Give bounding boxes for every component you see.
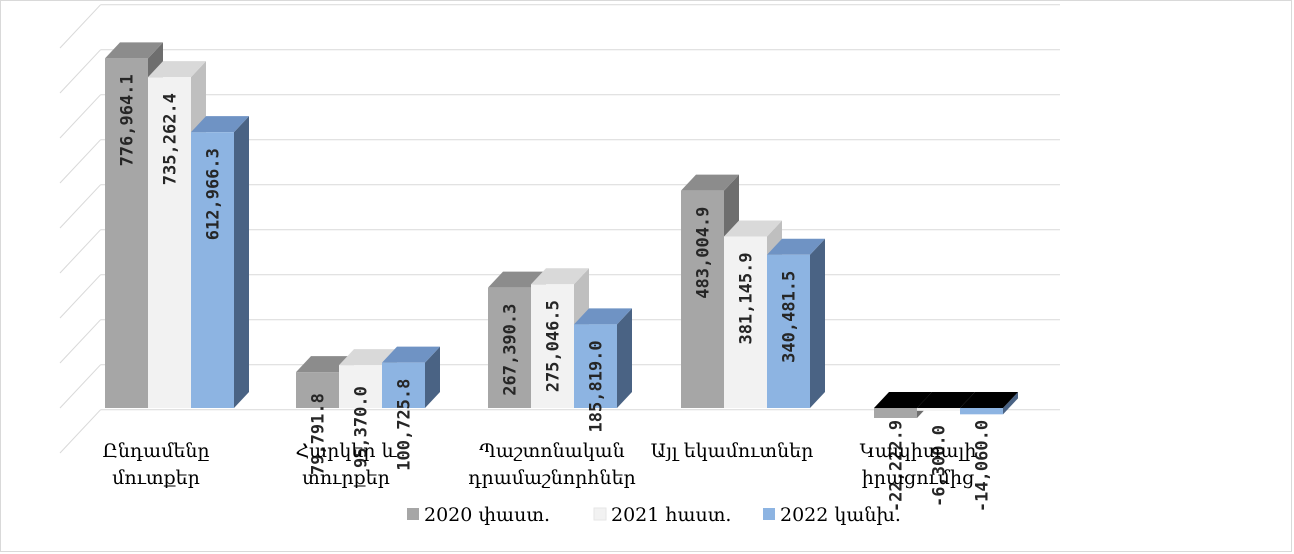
data-label: 275,046.5 (544, 300, 564, 392)
legend-swatch (593, 507, 607, 521)
gridline-stub (59, 274, 101, 319)
category-label-line: Այլ եկամուտներ (651, 440, 814, 462)
gridline-stub (59, 49, 101, 94)
category-label-line: Հարկեր և (295, 440, 397, 462)
bar-top (339, 349, 397, 366)
bar-top (488, 271, 546, 288)
category-label-line: դրամաշնորհներ (468, 467, 635, 489)
gridline-stub (59, 139, 101, 184)
bar (874, 408, 917, 419)
category-label-line: իրացումից (862, 467, 975, 489)
bar (681, 190, 724, 408)
bar (339, 365, 382, 408)
bar-top (767, 238, 825, 255)
data-label: 100,725.8 (395, 379, 415, 471)
bar-top (105, 42, 163, 59)
data-label: 483,004.9 (694, 207, 714, 299)
category-label-line: Ընդամենը (102, 440, 209, 462)
bar-top (874, 392, 932, 408)
legend-label: 2021 հաստ. (611, 504, 731, 526)
bar-top (681, 174, 739, 191)
gridline-stub (59, 319, 101, 364)
data-label: 381,145.9 (737, 252, 757, 344)
bar (105, 58, 148, 409)
legend-swatch (407, 508, 419, 520)
data-labels: 776,964.1 735,262.4 612,966.3 79,791.8 95,37… (118, 74, 993, 512)
bar-top (191, 116, 249, 133)
bar (148, 77, 191, 408)
legend-label: 2020 փաստ. (424, 504, 550, 526)
category-label-line: Կապիտալի (860, 440, 977, 462)
category-label: Ընդամենը մուտքեր (102, 440, 209, 489)
category-label: Հարկեր և տուրքեր (295, 440, 397, 489)
bar (960, 408, 1003, 415)
bar-top (724, 220, 782, 237)
bar (531, 284, 574, 408)
bars (105, 42, 1018, 419)
bar (488, 287, 531, 408)
bar (767, 254, 810, 408)
bar-side (810, 238, 825, 408)
bar-top (960, 392, 1018, 408)
category-labels: Ընդամենը մուտքեր Հարկեր և տուրքեր Պաշտոնական… (102, 440, 976, 489)
data-label: 267,390.3 (501, 304, 521, 396)
bar-top (148, 61, 206, 78)
data-label: -6,300.0 (930, 425, 950, 507)
legend: 2020 փաստ. 2021 հաստ. 2022 կանխ. (407, 504, 901, 526)
category-label: Կապիտալի իրացումից (860, 440, 977, 489)
data-label: 612,966.3 (204, 148, 224, 240)
gridline-stub (59, 229, 101, 274)
legend-swatch (763, 508, 775, 520)
legend-label: 2022 կանխ. (780, 504, 901, 526)
data-label: 95,370.0 (352, 386, 372, 468)
bar (574, 324, 617, 408)
gridline-stub (59, 94, 101, 139)
bar-side (234, 116, 249, 409)
gridline-stub (59, 4, 101, 49)
data-label: 79,791.8 (309, 393, 329, 475)
bar-side (617, 308, 632, 408)
category-label-line: Պաշտոնական (479, 440, 625, 462)
category-label: Պաշտոնական դրամաշնորհներ (468, 440, 635, 489)
data-label: 185,819.0 (587, 340, 607, 432)
category-label: Այլ եկամուտներ (651, 440, 814, 462)
bar (724, 236, 767, 408)
data-label: -22,222.9 (887, 420, 907, 512)
gridline-stub (59, 409, 101, 454)
data-label: -14,060.0 (973, 420, 993, 512)
bar (191, 132, 234, 408)
category-label-line: տուրքեր (302, 467, 390, 489)
bar (382, 362, 425, 408)
category-label-line: մուտքեր (112, 467, 200, 489)
data-label: 340,481.5 (780, 271, 800, 363)
bar (917, 408, 960, 411)
bar-side (425, 346, 440, 408)
bar-side (1003, 392, 1018, 415)
bar-top (917, 392, 975, 408)
bar-top (574, 308, 632, 325)
data-label: 776,964.1 (118, 74, 138, 166)
bar (296, 372, 339, 408)
data-label: 735,262.4 (161, 93, 181, 185)
gridline-stub (59, 184, 101, 229)
bar-top (531, 268, 589, 285)
gridline-stub (59, 364, 101, 409)
bar-top (382, 346, 440, 363)
